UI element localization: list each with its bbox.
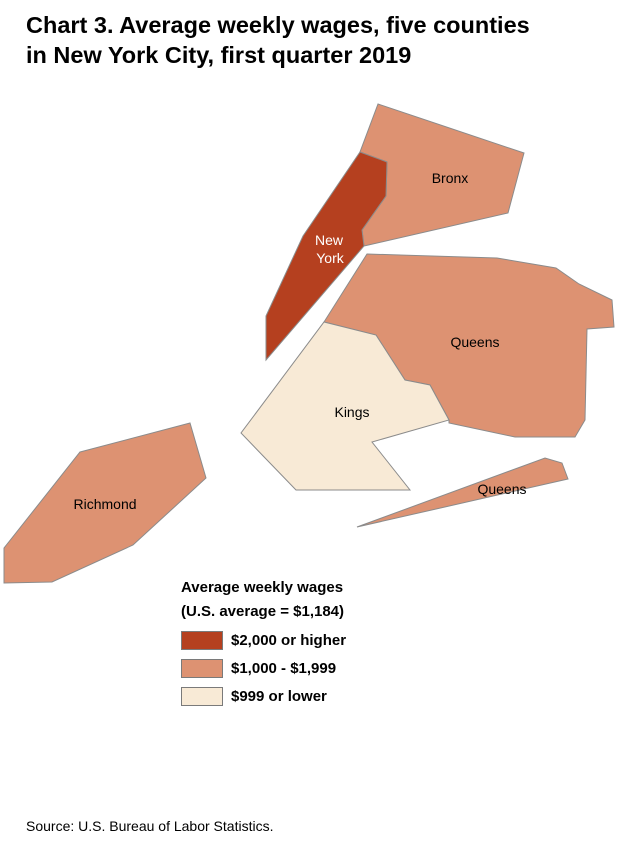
label-new-york-line-1: New bbox=[315, 232, 344, 248]
county-richmond[interactable] bbox=[3, 422, 207, 584]
source-note: Source: U.S. Bureau of Labor Statistics. bbox=[26, 818, 274, 834]
legend-item-high: $2,000 or higher bbox=[181, 628, 441, 652]
legend-item-mid: $1,000 - $1,999 bbox=[181, 656, 441, 680]
chart-title-line-1: Chart 3. Average weekly wages, five coun… bbox=[26, 12, 530, 38]
legend-swatch-mid bbox=[181, 658, 223, 678]
legend-swatch-high bbox=[181, 630, 223, 650]
label-richmond: Richmond bbox=[73, 496, 136, 512]
county-queens-rockaway[interactable] bbox=[356, 457, 569, 528]
county-kings[interactable] bbox=[240, 321, 450, 491]
legend-swatch-low bbox=[181, 686, 223, 706]
label-new-york-line-2: York bbox=[316, 250, 345, 266]
label-queens-rockaway: Queens bbox=[477, 481, 526, 497]
legend-label-mid: $1,000 - $1,999 bbox=[231, 659, 337, 677]
legend-item-low: $999 or lower bbox=[181, 684, 441, 708]
legend-label-low: $999 or lower bbox=[231, 687, 327, 705]
label-queens: Queens bbox=[450, 334, 499, 350]
chart-title: Chart 3. Average weekly wages, five coun… bbox=[26, 10, 616, 70]
legend-label-high: $2,000 or higher bbox=[231, 631, 347, 649]
label-kings: Kings bbox=[334, 404, 369, 420]
county-new-york[interactable] bbox=[265, 151, 388, 362]
chart-title-line-2: in New York City, first quarter 2019 bbox=[26, 42, 412, 68]
legend: Average weekly wages (U.S. average = $1,… bbox=[181, 576, 441, 708]
legend-title-line-2: (U.S. average = $1,184) bbox=[181, 603, 345, 620]
legend-title-line-1: Average weekly wages bbox=[181, 579, 344, 596]
label-bronx: Bronx bbox=[432, 170, 469, 186]
